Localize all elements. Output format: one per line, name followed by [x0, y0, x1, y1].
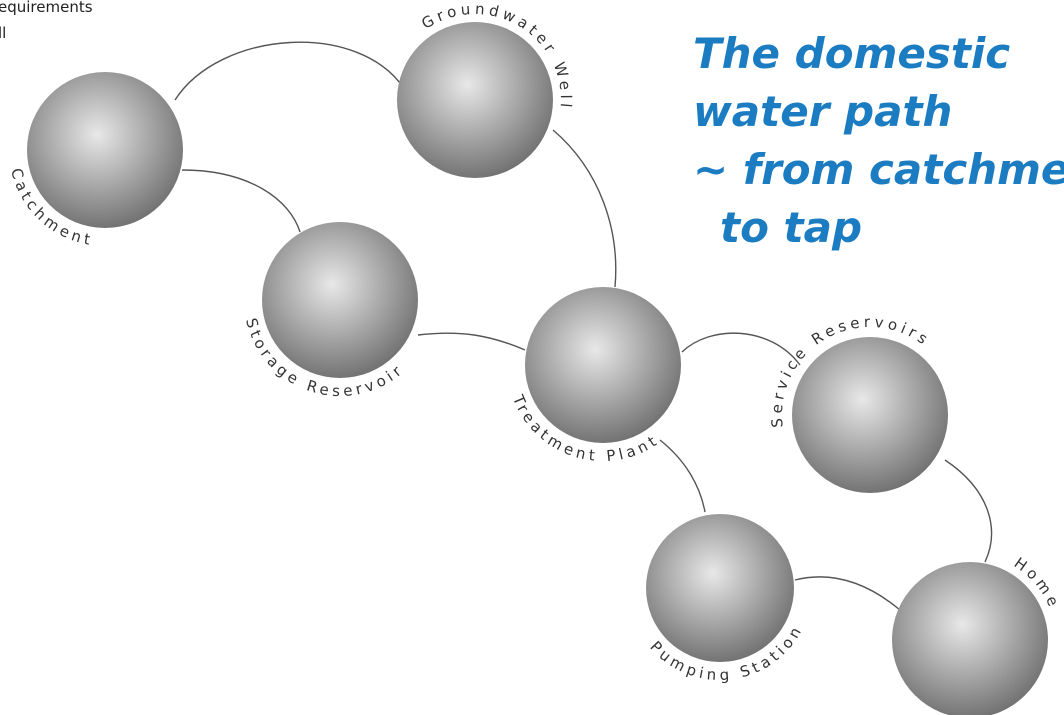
link [182, 170, 300, 232]
link [795, 577, 900, 610]
title-line: ~ from catchment [693, 145, 1064, 194]
node: Pumping Station [646, 514, 807, 684]
link [553, 130, 616, 287]
link [418, 333, 525, 350]
header-fragment: ll [0, 24, 6, 42]
node-photo [262, 222, 418, 378]
node: Treatment Plant [509, 287, 681, 465]
title-line: The domestic [693, 29, 1010, 78]
header-fragment: equirements [0, 0, 93, 16]
node: Home [892, 554, 1064, 715]
link [945, 460, 992, 562]
node-photo [892, 562, 1048, 715]
link [682, 333, 800, 365]
water-path-diagram: equirements ll The domestic water path ~… [0, 0, 1064, 715]
node-photo [27, 72, 183, 228]
title: The domestic water path ~ from catchment… [693, 29, 1064, 252]
node: Catchment [7, 72, 183, 249]
node: Storage Reservoir [242, 222, 418, 400]
node: Groundwater Well [397, 0, 575, 178]
title-line: water path [693, 87, 952, 136]
node-photo [525, 287, 681, 443]
node-photo [646, 514, 794, 662]
link [175, 42, 405, 100]
node: Service Reservoirs [768, 313, 948, 493]
link [660, 440, 705, 512]
title-line: to tap [720, 203, 862, 252]
node-photo [397, 22, 553, 178]
node-photo [792, 337, 948, 493]
